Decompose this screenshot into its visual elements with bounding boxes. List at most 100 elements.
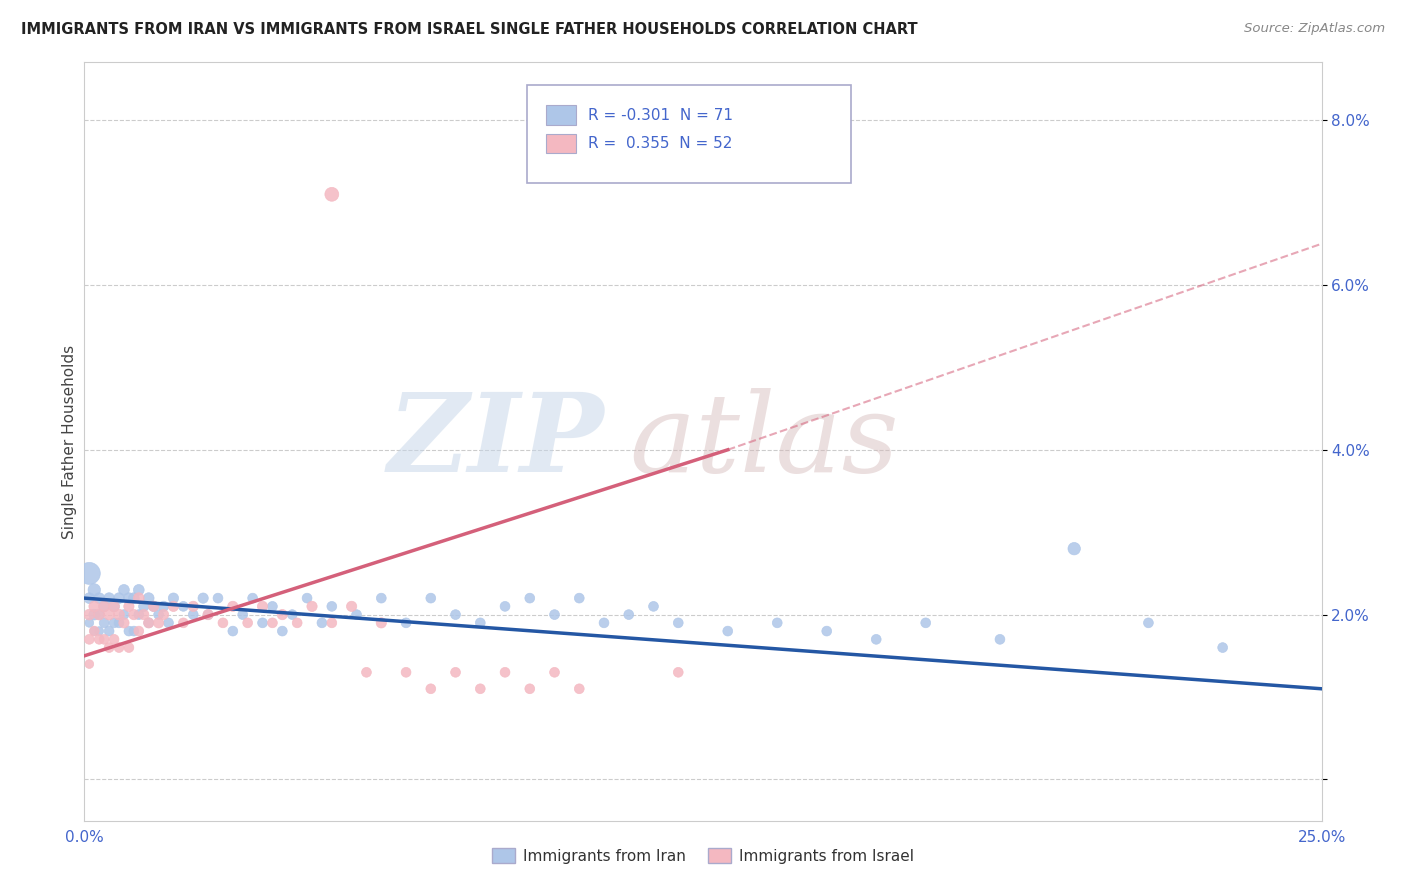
Point bbox=[98, 640, 121, 655]
Point bbox=[815, 624, 838, 639]
Point bbox=[643, 599, 665, 614]
Point bbox=[222, 599, 245, 614]
Point bbox=[132, 599, 155, 614]
Text: IMMIGRANTS FROM IRAN VS IMMIGRANTS FROM ISRAEL SINGLE FATHER HOUSEHOLDS CORRELAT: IMMIGRANTS FROM IRAN VS IMMIGRANTS FROM … bbox=[21, 22, 918, 37]
Point bbox=[212, 615, 235, 630]
Point bbox=[148, 607, 170, 622]
Point bbox=[138, 615, 160, 630]
Text: R =  0.355  N = 52: R = 0.355 N = 52 bbox=[588, 136, 733, 151]
Point bbox=[118, 624, 141, 639]
Text: atlas: atlas bbox=[628, 388, 898, 495]
Text: ZIP: ZIP bbox=[388, 388, 605, 495]
Point bbox=[617, 607, 640, 622]
Point bbox=[222, 624, 245, 639]
Point bbox=[346, 607, 368, 622]
Point bbox=[118, 640, 141, 655]
Point bbox=[494, 665, 516, 680]
Point bbox=[766, 615, 789, 630]
Point bbox=[98, 607, 121, 622]
Text: Source: ZipAtlas.com: Source: ZipAtlas.com bbox=[1244, 22, 1385, 36]
Point bbox=[89, 632, 111, 647]
Point bbox=[519, 681, 541, 696]
Point bbox=[89, 607, 111, 622]
Point bbox=[112, 615, 135, 630]
Point bbox=[152, 599, 174, 614]
Point bbox=[93, 632, 115, 647]
Point bbox=[568, 591, 591, 606]
Point bbox=[128, 591, 150, 606]
Point bbox=[142, 599, 165, 614]
Point bbox=[128, 582, 150, 597]
Point bbox=[370, 591, 392, 606]
Point bbox=[252, 599, 274, 614]
Point bbox=[138, 591, 160, 606]
Point bbox=[93, 615, 115, 630]
Point bbox=[89, 607, 111, 622]
Point bbox=[128, 624, 150, 639]
Point bbox=[988, 632, 1011, 647]
Point bbox=[321, 599, 343, 614]
Point bbox=[103, 599, 125, 614]
Point bbox=[666, 615, 689, 630]
Point bbox=[666, 665, 689, 680]
Point bbox=[444, 607, 467, 622]
Point bbox=[271, 624, 294, 639]
Point bbox=[543, 607, 565, 622]
Point bbox=[285, 615, 308, 630]
Point bbox=[122, 624, 145, 639]
Point bbox=[321, 615, 343, 630]
Point bbox=[148, 615, 170, 630]
Point bbox=[108, 591, 131, 606]
Point bbox=[321, 187, 343, 202]
Point bbox=[128, 607, 150, 622]
Point bbox=[89, 591, 111, 606]
Point bbox=[93, 599, 115, 614]
Point bbox=[444, 665, 467, 680]
Point bbox=[271, 607, 294, 622]
Point bbox=[83, 599, 105, 614]
Point bbox=[191, 591, 214, 606]
Point bbox=[122, 607, 145, 622]
Point bbox=[232, 607, 254, 622]
Point bbox=[717, 624, 740, 639]
Point bbox=[470, 681, 492, 696]
Point bbox=[340, 599, 363, 614]
Point bbox=[914, 615, 936, 630]
Point bbox=[152, 607, 174, 622]
Point bbox=[98, 591, 121, 606]
Point bbox=[395, 615, 418, 630]
Point bbox=[301, 599, 323, 614]
Point bbox=[370, 615, 392, 630]
Point bbox=[98, 624, 121, 639]
Point bbox=[83, 624, 105, 639]
Text: R = -0.301  N = 71: R = -0.301 N = 71 bbox=[588, 108, 733, 122]
Point bbox=[132, 607, 155, 622]
Point bbox=[108, 640, 131, 655]
Point bbox=[593, 615, 616, 630]
Point bbox=[112, 582, 135, 597]
Point bbox=[79, 632, 101, 647]
Point bbox=[122, 591, 145, 606]
Point bbox=[83, 624, 105, 639]
Point bbox=[207, 591, 229, 606]
Point bbox=[543, 665, 565, 680]
Point bbox=[197, 607, 219, 622]
Point bbox=[568, 681, 591, 696]
Point bbox=[118, 599, 141, 614]
Point bbox=[262, 615, 284, 630]
Point bbox=[197, 607, 219, 622]
Point bbox=[157, 615, 180, 630]
Point bbox=[519, 591, 541, 606]
Point bbox=[865, 632, 887, 647]
Legend: Immigrants from Iran, Immigrants from Israel: Immigrants from Iran, Immigrants from Is… bbox=[486, 842, 920, 870]
Point bbox=[79, 607, 101, 622]
Point bbox=[138, 615, 160, 630]
Point bbox=[83, 582, 105, 597]
Point bbox=[356, 665, 378, 680]
Y-axis label: Single Father Households: Single Father Households bbox=[62, 344, 77, 539]
Point bbox=[470, 615, 492, 630]
Point bbox=[93, 599, 115, 614]
Point bbox=[108, 607, 131, 622]
Point bbox=[419, 591, 441, 606]
Point bbox=[162, 599, 184, 614]
